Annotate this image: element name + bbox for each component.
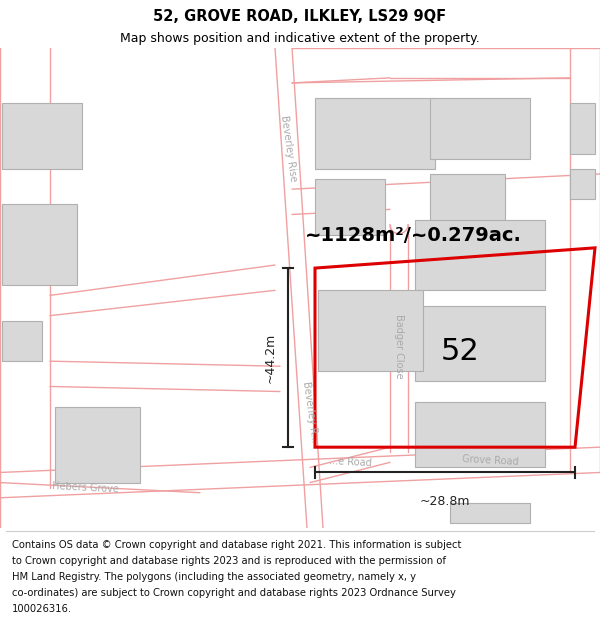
Bar <box>315 98 435 169</box>
Bar <box>450 503 530 523</box>
Text: ~44.2m: ~44.2m <box>263 332 277 382</box>
Text: HM Land Registry. The polygons (including the associated geometry, namely x, y: HM Land Registry. The polygons (includin… <box>12 572 416 582</box>
Bar <box>415 306 545 381</box>
Text: Badger Close: Badger Close <box>394 314 404 378</box>
Bar <box>2 103 82 169</box>
Bar <box>570 103 595 154</box>
Bar <box>318 291 423 371</box>
Text: ~28.8m: ~28.8m <box>420 495 470 508</box>
Bar <box>430 98 530 159</box>
Text: 100026316.: 100026316. <box>12 604 72 614</box>
Bar <box>430 174 505 224</box>
Bar <box>415 219 545 291</box>
Text: Contains OS data © Crown copyright and database right 2021. This information is : Contains OS data © Crown copyright and d… <box>12 540 461 550</box>
Text: ~1128m²/~0.279ac.: ~1128m²/~0.279ac. <box>305 226 522 245</box>
Bar <box>315 179 385 235</box>
Bar <box>415 402 545 468</box>
Text: to Crown copyright and database rights 2023 and is reproduced with the permissio: to Crown copyright and database rights 2… <box>12 556 446 566</box>
Bar <box>570 169 595 199</box>
Text: 52, GROVE ROAD, ILKLEY, LS29 9QF: 52, GROVE ROAD, ILKLEY, LS29 9QF <box>154 9 446 24</box>
Text: 52: 52 <box>440 336 479 366</box>
Text: co-ordinates) are subject to Crown copyright and database rights 2023 Ordnance S: co-ordinates) are subject to Crown copyr… <box>12 588 456 598</box>
Bar <box>2 321 42 361</box>
Bar <box>2 204 77 285</box>
Text: Beverley R...: Beverley R... <box>301 381 319 443</box>
Text: Map shows position and indicative extent of the property.: Map shows position and indicative extent… <box>120 32 480 45</box>
Bar <box>55 407 140 482</box>
Text: Grove Road: Grove Road <box>461 454 518 467</box>
Text: ...e Road: ...e Road <box>328 456 371 469</box>
Text: Hebers Grove: Hebers Grove <box>52 481 119 494</box>
Text: Beverley Rise: Beverley Rise <box>280 115 299 182</box>
